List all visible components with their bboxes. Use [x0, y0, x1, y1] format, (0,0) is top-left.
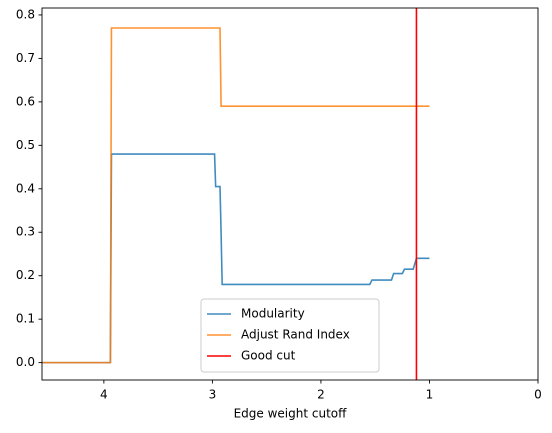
y-tick-label: 0.4 [16, 181, 35, 195]
x-tick-label: 2 [317, 388, 325, 402]
x-tick-label: 1 [426, 388, 434, 402]
y-tick-label: 0.2 [16, 268, 35, 282]
axes-frame [41, 7, 539, 381]
x-tick-label: 3 [209, 388, 217, 402]
legend-label: Modularity [241, 307, 305, 321]
y-tick-label: 0.8 [16, 7, 35, 21]
y-tick-label: 0.6 [16, 94, 35, 108]
x-tick-label: 0 [534, 388, 542, 402]
y-tick-label: 0.5 [16, 138, 35, 152]
x-axis-label: Edge weight cutoff [234, 407, 348, 421]
legend-label: Adjust Rand Index [241, 328, 350, 342]
y-tick-label: 0.3 [16, 225, 35, 239]
y-tick-label: 0.1 [16, 312, 35, 326]
x-tick-label: 4 [100, 388, 108, 402]
legend-box [200, 298, 380, 373]
series-line [42, 153, 430, 364]
legend-label: Good cut [241, 349, 296, 363]
y-tick-label: 0.7 [16, 51, 35, 65]
series-line [42, 27, 430, 364]
y-tick-label: 0.0 [16, 355, 35, 369]
